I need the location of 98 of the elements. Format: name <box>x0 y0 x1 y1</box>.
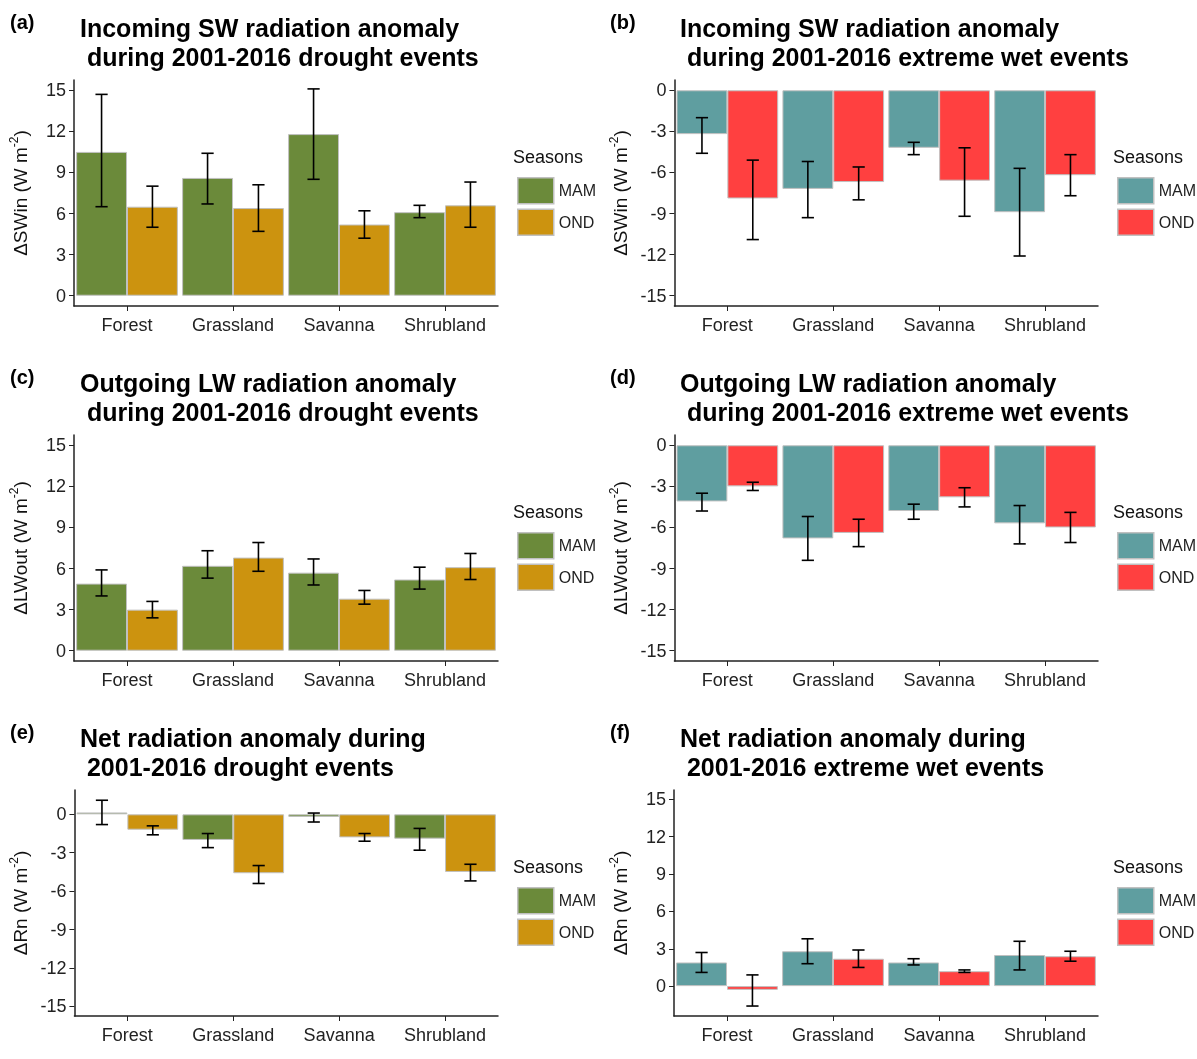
x-tick-label: Savanna <box>303 670 376 690</box>
y-tick-label: -15 <box>640 640 667 661</box>
y-tick-label: -12 <box>640 599 667 620</box>
y-axis-title: ΔLWout (W m-2) <box>607 481 631 615</box>
x-tick-label: Forest <box>101 670 153 690</box>
y-tick-label: -15 <box>40 996 67 1017</box>
legend-title: Seasons <box>513 857 584 877</box>
x-tick-label: Savanna <box>303 315 376 335</box>
y-tick-label: 0 <box>55 285 66 306</box>
y-tick-label: 15 <box>45 80 66 101</box>
bar <box>676 962 727 987</box>
y-tick-label: -6 <box>650 517 667 538</box>
y-axis-title: ΔSWin (W m-2) <box>607 130 631 256</box>
x-tick-label: Grassland <box>792 670 875 690</box>
legend-label: MAM <box>558 182 597 200</box>
y-tick-label: 3 <box>55 244 66 265</box>
x-tick-label: Forest <box>701 670 753 690</box>
text: (b) <box>610 11 636 33</box>
text: (d) <box>610 366 636 388</box>
x-tick-label: Grassland <box>792 315 875 335</box>
y-axis-title: ΔRn (W m-2) <box>607 850 631 956</box>
legend-title: Seasons <box>1113 502 1184 522</box>
y-tick-label: 15 <box>45 435 66 456</box>
legend-label: MAM <box>558 892 597 910</box>
legend-label: OND <box>1158 213 1195 231</box>
y-tick-label: 0 <box>656 80 667 101</box>
x-tick-label: Shrubland <box>404 1025 487 1045</box>
legend-title: Seasons <box>513 502 584 522</box>
legend-title: Seasons <box>513 147 584 167</box>
y-tick-label: 9 <box>55 162 66 183</box>
x-tick-label: Forest <box>701 315 753 335</box>
legend-label: MAM <box>1158 182 1197 200</box>
y-tick-label: -3 <box>650 121 667 142</box>
x-tick-label: Grassland <box>192 1025 275 1045</box>
x-tick-label: Forest <box>101 315 153 335</box>
y-tick-label: -15 <box>640 285 667 306</box>
y-tick-label: -9 <box>650 558 667 579</box>
y-tick-label: -6 <box>50 881 67 902</box>
legend-label: OND <box>558 568 595 586</box>
y-tick-label: 3 <box>655 938 666 959</box>
y-tick-label: -9 <box>50 919 67 940</box>
y-tick-label: 6 <box>55 558 66 579</box>
y-tick-label: 3 <box>55 599 66 620</box>
legend-label: MAM <box>1158 537 1197 555</box>
legend-label: OND <box>1158 568 1195 586</box>
chart-title: Net radiation anomaly during 2001-2016 extreme wet events <box>680 723 1045 781</box>
chart-title: Outgoing LW radiation anomaly during 2001-2016 drought events <box>80 368 479 426</box>
x-tick-label: Forest <box>701 1025 753 1045</box>
x-tick-label: Shrubland <box>403 670 487 690</box>
y-tick-label: 0 <box>55 640 66 661</box>
chart-title: Outgoing LW radiation anomaly during 2001-2016 extreme wet events <box>680 368 1129 426</box>
y-tick-label: -3 <box>50 842 67 863</box>
y-axis-title: ΔLWout (W m-2) <box>7 481 31 615</box>
y-tick-label: -12 <box>40 957 67 978</box>
y-axis-title: ΔSWin (W m-2) <box>7 130 31 256</box>
y-tick-label: -3 <box>650 476 667 497</box>
y-tick-label: -12 <box>640 244 667 265</box>
chart-title: Incoming SW radiation anomaly during 2001-2016 drought events <box>80 13 479 71</box>
y-axis-title: ΔRn (W m-2) <box>7 850 31 956</box>
x-tick-label: Savanna <box>903 670 976 690</box>
x-tick-label: Shrubland <box>1003 1025 1087 1045</box>
legend-label: OND <box>558 213 595 231</box>
legend-title: Seasons <box>1113 147 1184 167</box>
legend-label: MAM <box>558 537 597 555</box>
y-tick-label: 9 <box>55 517 66 538</box>
y-tick-label: -9 <box>650 203 667 224</box>
legend-label: OND <box>558 923 595 941</box>
y-tick-label: 9 <box>655 864 666 885</box>
text: (f) <box>610 721 630 743</box>
chart-title: Net radiation anomaly during 2001-2016 drought events <box>80 723 426 781</box>
x-tick-label: Shrubland <box>403 315 487 335</box>
y-tick-label: 6 <box>655 901 666 922</box>
text: (c) <box>10 366 35 388</box>
x-tick-label: Savanna <box>903 1025 976 1045</box>
chart-title: Incoming SW radiation anomaly during 2001-2016 extreme wet events <box>680 13 1129 71</box>
y-tick-label: 0 <box>655 976 666 997</box>
text: (a) <box>10 11 35 33</box>
text: (e) <box>10 721 35 743</box>
legend-title: Seasons <box>1113 857 1184 877</box>
x-tick-label: Forest <box>101 1025 153 1045</box>
y-tick-label: 15 <box>645 789 666 810</box>
x-tick-label: Shrubland <box>1004 670 1087 690</box>
y-tick-label: 6 <box>55 203 66 224</box>
legend-label: OND <box>1158 923 1195 941</box>
x-tick-label: Savanna <box>303 1025 376 1045</box>
y-tick-label: 12 <box>645 826 666 847</box>
legend-label: MAM <box>1158 892 1197 910</box>
y-tick-label: 0 <box>656 435 667 456</box>
x-tick-label: Grassland <box>191 315 275 335</box>
x-tick-label: Shrubland <box>1004 315 1087 335</box>
x-tick-label: Grassland <box>191 670 275 690</box>
x-tick-label: Savanna <box>903 315 976 335</box>
bar <box>727 986 778 990</box>
y-tick-label: 12 <box>45 121 66 142</box>
x-tick-label: Grassland <box>791 1025 875 1045</box>
y-tick-label: 0 <box>56 804 67 825</box>
y-tick-label: -6 <box>650 162 667 183</box>
y-tick-label: 12 <box>45 476 66 497</box>
